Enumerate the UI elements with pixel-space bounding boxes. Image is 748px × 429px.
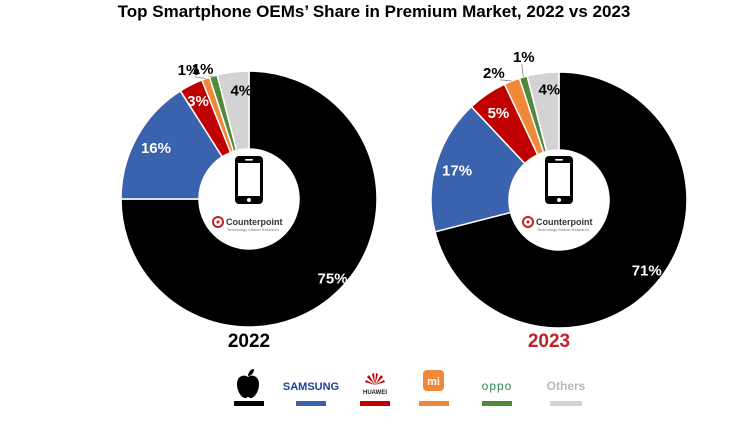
- legend-item-oppo: oppo: [482, 379, 513, 406]
- slice-label-xiaomi-2022: 1%: [178, 62, 200, 79]
- huawei-logo-icon: [365, 373, 385, 385]
- slice-label-others-2022: 4%: [230, 83, 252, 100]
- samsung-logo-text: SAMSUNG: [283, 381, 339, 393]
- leader-line-oppo-2023: [521, 64, 524, 78]
- legend-swatch-huawei: [360, 401, 390, 406]
- center-watermark-2023: Counterpoint Technology Market Research: [522, 156, 593, 232]
- others-legend-label: Others: [547, 379, 586, 393]
- counterpoint-logo-icon: [522, 216, 534, 228]
- slice-label-xiaomi-2023: 2%: [483, 65, 505, 82]
- center-watermark-2022: Counterpoint Technology Market Research: [212, 156, 283, 232]
- legend-swatch-oppo: [482, 401, 512, 406]
- slice-label-apple-2022: 75%: [318, 271, 348, 288]
- legend-item-huawei: HUAWEI: [360, 373, 390, 406]
- donut-2023: 71% 17% 5% 2% 1%4%: [430, 49, 688, 329]
- legend: SAMSUNG HUAWEI mi oppo: [234, 369, 586, 406]
- slice-label-samsung-2022: 16%: [141, 140, 171, 157]
- donut-2022: 75% 16% 3% 1%1% 4%: [120, 61, 378, 328]
- slice-label-huawei-2023: 5%: [488, 105, 510, 122]
- watermark-tagline: Technology Market Research: [537, 227, 589, 232]
- legend-item-others: Others: [547, 379, 586, 406]
- slice-label-huawei-2022: 3%: [187, 93, 209, 110]
- slice-label-apple-2023: 71%: [632, 262, 662, 279]
- legend-swatch-apple: [234, 401, 264, 406]
- svg-text:mi: mi: [427, 376, 440, 388]
- slice-label-oppo-2023: 1%: [513, 49, 535, 66]
- leader-line-xiaomi-2022: [194, 76, 206, 79]
- slice-label-oppo-2022: 1%: [192, 61, 214, 78]
- legend-swatch-samsung: [296, 401, 326, 406]
- oppo-logo-text: oppo: [482, 379, 513, 393]
- year-label-2023: 2023: [528, 331, 570, 352]
- leader-line-xiaomi-2023: [499, 79, 512, 82]
- smartphone-icon: [235, 156, 263, 204]
- slice-label-samsung-2023: 17%: [442, 162, 472, 179]
- watermark-tagline: Technology Market Research: [227, 227, 279, 232]
- watermark-name: Counterpoint: [226, 217, 283, 227]
- legend-item-samsung: SAMSUNG: [283, 381, 339, 406]
- counterpoint-logo-icon: [212, 216, 224, 228]
- legend-item-apple: [234, 369, 264, 406]
- legend-swatch-others: [550, 401, 582, 406]
- watermark-name: Counterpoint: [536, 217, 593, 227]
- slice-label-others-2023: 4%: [538, 82, 560, 99]
- year-label-2022: 2022: [228, 331, 270, 352]
- legend-swatch-xiaomi: [419, 401, 449, 406]
- smartphone-icon: [545, 156, 573, 204]
- chart-title: Top Smartphone OEMs’ Share in Premium Ma…: [117, 2, 631, 21]
- apple-logo-icon: [237, 369, 259, 398]
- huawei-logo-text: HUAWEI: [363, 390, 387, 396]
- xiaomi-logo-icon: mi: [423, 370, 444, 391]
- legend-item-xiaomi: mi: [419, 370, 449, 406]
